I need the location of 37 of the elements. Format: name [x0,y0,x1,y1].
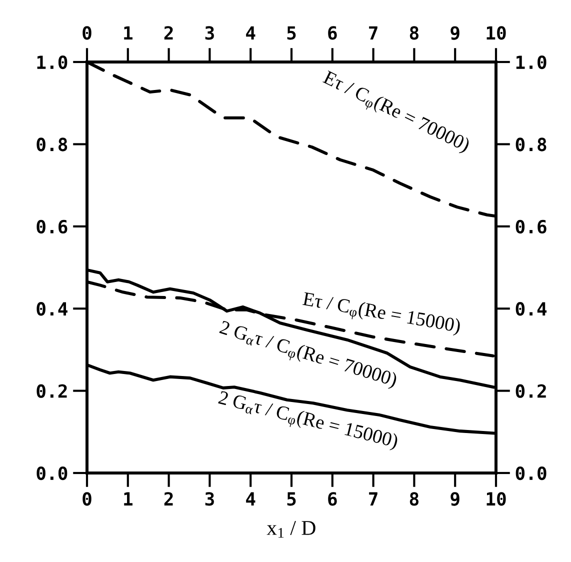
x2-tick-label: 4 [246,26,256,40]
y2-tick-label: 0.2 [516,384,546,398]
x2-tick-label: 6 [328,26,337,40]
x-tick-label: 3 [205,492,214,506]
y-tick-label: 0.2 [36,384,67,398]
x-tick-label: 6 [328,492,337,506]
x2-tick-label: 8 [410,26,418,40]
x2-tick-label: 2 [164,26,173,40]
y-tick-label: 0.8 [36,138,68,152]
x2-tick-label: 5 [287,26,296,40]
x-tick-label: 7 [369,492,378,506]
y2-tick-label: 0.0 [516,466,546,480]
annotation: Eτ / C$_{φ}$(Re = 70000) [320,70,472,157]
x-tick-label: 1 [124,492,132,506]
y-tick-label: 0.0 [36,466,68,480]
x-tick-label: 8 [410,492,418,506]
x2-tick-label: 9 [450,26,460,40]
x2-tick-label: 3 [205,26,214,40]
x-axis-title: x$_{1}$ / D [266,521,316,538]
x-tick-label: 0 [82,492,92,506]
x-tick-label: 10 [486,492,506,506]
x-tick-label: 5 [287,492,296,506]
y2-tick-label: 0.4 [516,302,547,316]
y-tick-label: 0.4 [36,302,68,316]
x-tick-label: 2 [164,492,173,506]
y2-tick-label: 1.0 [516,55,546,70]
y-tick-label: 0.6 [36,220,68,234]
x-tick-label: 4 [246,492,256,506]
y-tick-label: 1.0 [37,55,68,70]
x2-tick-label: 0 [82,26,92,40]
x2-tick-label: 7 [369,26,378,40]
x2-tick-label: 1 [124,26,132,40]
x2-tick-label: 10 [486,26,506,40]
y2-tick-label: 0.8 [516,138,546,152]
x-tick-label: 9 [450,492,460,506]
annotation: 2 G$_{α}$τ / C$_{φ}$(Re = 15000) [216,390,399,453]
y2-tick-label: 0.6 [516,220,546,234]
